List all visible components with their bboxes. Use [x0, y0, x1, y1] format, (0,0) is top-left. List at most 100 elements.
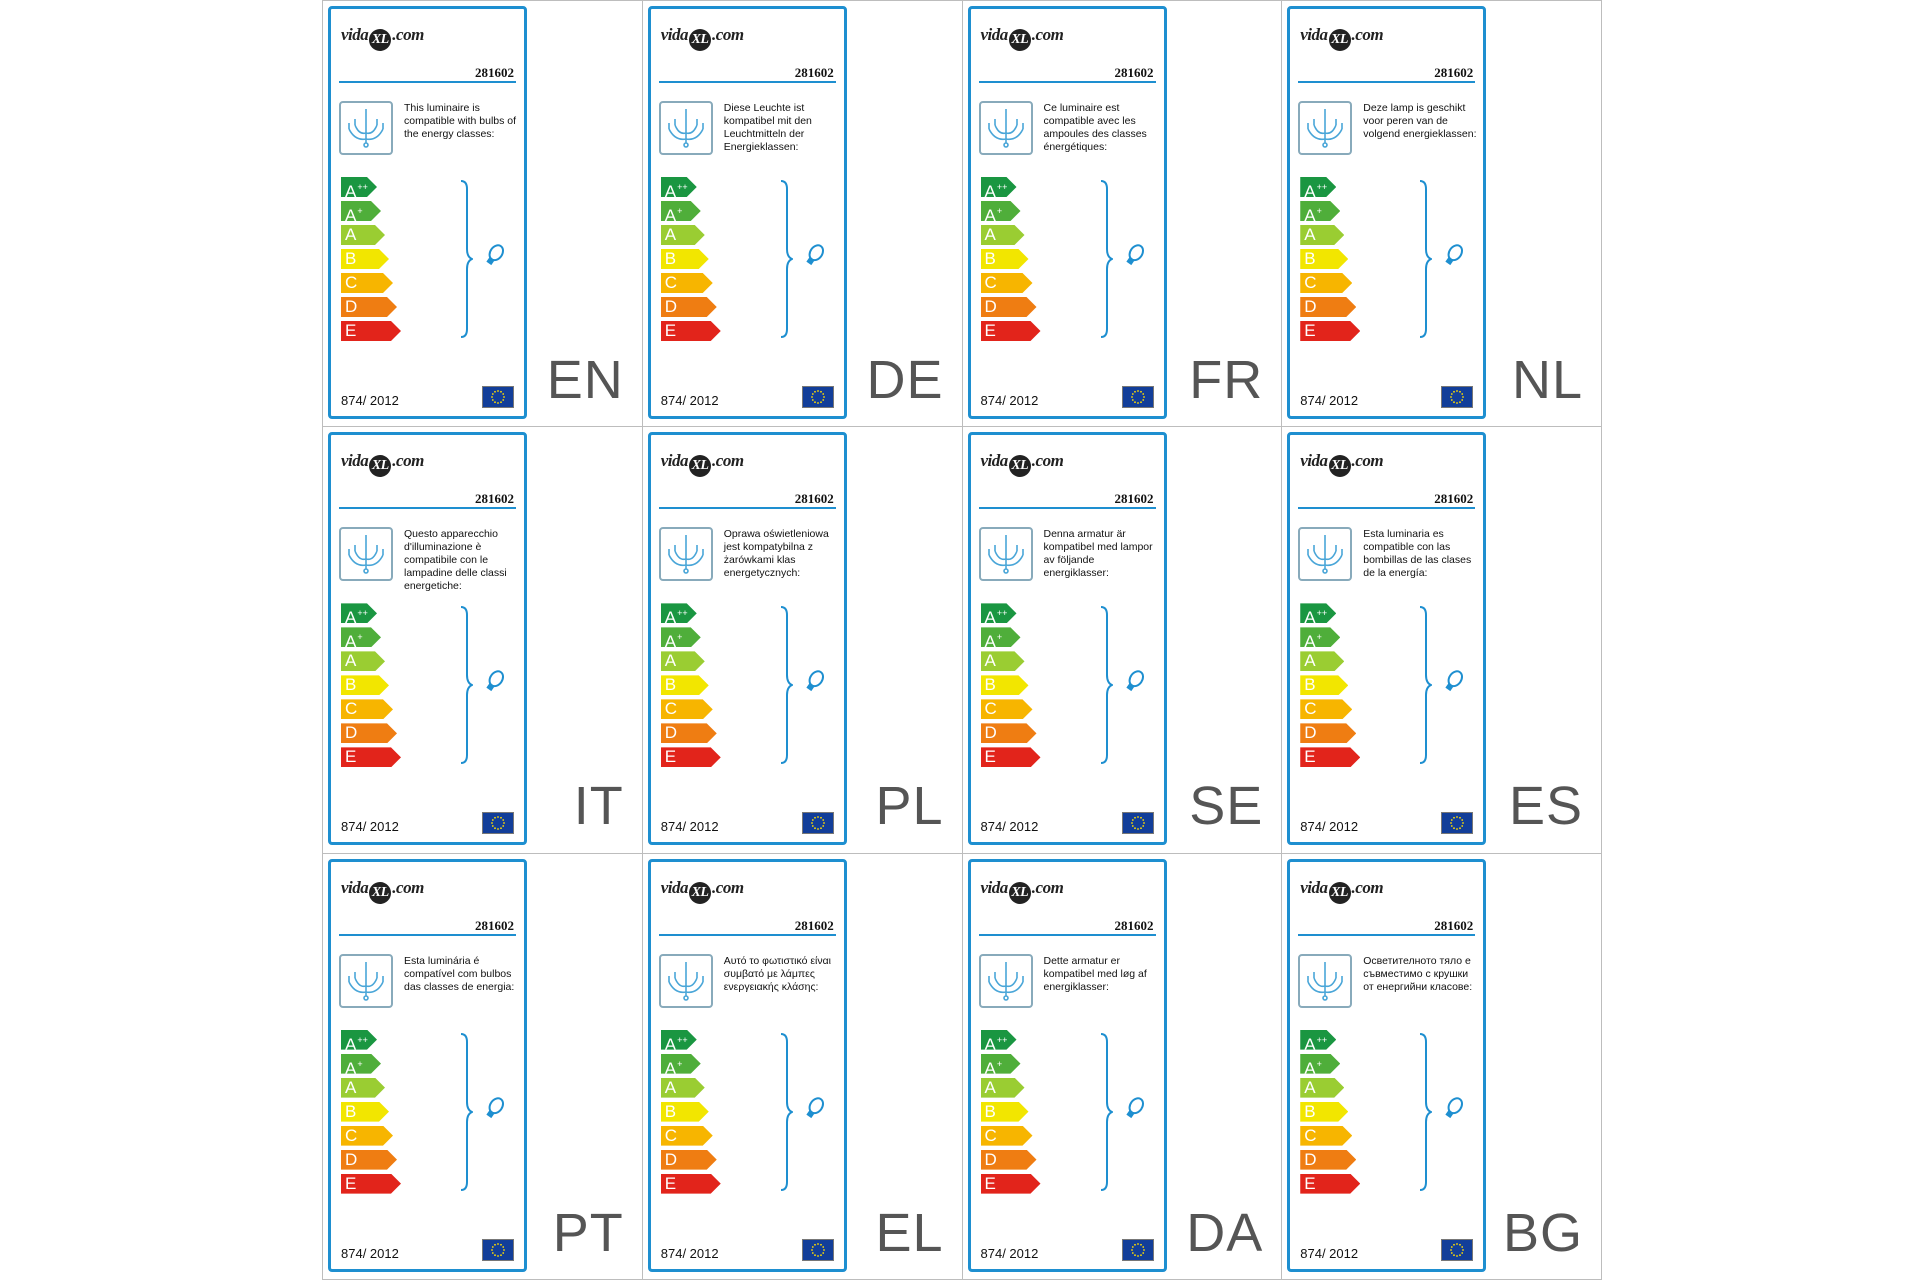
- logo-mark: XL: [1328, 29, 1351, 51]
- brace-icon: [460, 606, 473, 765]
- energy-class-plus: ++: [1316, 608, 1328, 619]
- compatibility-text: Dette armatur er kompatibel med løg af e…: [1043, 954, 1147, 993]
- energy-class-letter: A: [984, 1077, 996, 1097]
- energy-class-letter: E: [664, 1173, 677, 1193]
- energy-class-plus: +: [357, 632, 363, 643]
- energy-label-card: vida XL .com 281602 Deze lamp is geschikt …: [1287, 6, 1487, 419]
- product-code: 281602: [794, 65, 834, 80]
- energy-class-arrow: A++: [341, 177, 377, 197]
- logo-prefix: vida: [660, 451, 689, 471]
- bulb-icon: [1445, 1096, 1464, 1118]
- language-code: DA: [1186, 1202, 1264, 1263]
- logo-mark: XL: [689, 455, 712, 478]
- logo-mark: XL: [689, 881, 712, 904]
- label-cell-el: vida XL .com 281602 Αυτό το φωτιστικό είνα…: [642, 853, 963, 1280]
- energy-class-letter: C: [1304, 273, 1317, 292]
- vidaxl-logo: vida XL .com: [661, 878, 744, 904]
- language-code: BG: [1502, 1202, 1583, 1263]
- energy-class-letter: E: [1304, 321, 1316, 340]
- energy-class-letter: C: [664, 1125, 678, 1145]
- eu-flag-icon: [1121, 386, 1154, 408]
- energy-class-letter: A: [345, 1077, 357, 1097]
- energy-class-plus: ++: [677, 1034, 688, 1045]
- energy-class-arrow: C: [661, 1126, 713, 1146]
- energy-label-card: vida XL .com 281602 Esta luminária é compa…: [328, 858, 527, 1272]
- energy-class-arrow: A: [981, 225, 1025, 245]
- logo-suffix: .com: [712, 451, 744, 471]
- energy-class-letter: A: [984, 206, 996, 225]
- bulb-icon: [1445, 244, 1464, 266]
- divider: [339, 507, 516, 510]
- logo-suffix: .com: [712, 25, 744, 44]
- chandelier-icon: [978, 527, 1033, 582]
- energy-class-arrow: D: [661, 1150, 717, 1170]
- vidaxl-logo: vida XL .com: [1300, 25, 1384, 51]
- energy-class-arrow: B: [341, 249, 389, 269]
- energy-class-plus: ++: [677, 608, 688, 619]
- energy-class-letter: A: [984, 1034, 996, 1054]
- energy-class-arrow: A+: [341, 201, 381, 221]
- eu-flag-icon: [482, 1238, 514, 1261]
- energy-class-letter: E: [1304, 747, 1316, 767]
- energy-class-plus: +: [677, 1058, 683, 1069]
- energy-class-letter: A: [1304, 1034, 1316, 1054]
- energy-label-card: vida XL .com 281602 Αυτό το φωτιστικό είνα…: [647, 858, 847, 1272]
- energy-label-card: vida XL .com 281602 Осветителното тяло е с…: [1287, 858, 1487, 1272]
- label-cell-pl: vida XL .com 281602 Oprawa oświetleniowa j…: [642, 427, 963, 854]
- energy-class-letter: A: [1304, 1077, 1316, 1097]
- label-cell-fr: vida XL .com 281602 Ce luminaire est compa…: [962, 1, 1283, 428]
- brace-icon: [780, 180, 793, 338]
- energy-class-arrow: A++: [661, 177, 697, 197]
- regulation-number: 874/ 2012: [341, 819, 399, 835]
- energy-class-letter: A: [1304, 1058, 1316, 1078]
- energy-class-letter: D: [1304, 297, 1317, 316]
- energy-class-arrow: A+: [661, 627, 701, 647]
- language-code: IT: [573, 776, 624, 837]
- label-cell-se: vida XL .com 281602 Denna armatur är kompa…: [962, 427, 1283, 854]
- logo-prefix: vida: [980, 451, 1009, 471]
- energy-class-arrow: C: [1300, 699, 1352, 719]
- chandelier-icon: [658, 527, 713, 582]
- eu-flag-icon: [1441, 386, 1474, 408]
- energy-class-arrow: D: [341, 1150, 397, 1170]
- label-cell-bg: vida XL .com 281602 Осветителното тяло е с…: [1282, 853, 1602, 1280]
- energy-class-letter: A: [1304, 608, 1316, 628]
- logo-prefix: vida: [660, 25, 689, 44]
- energy-class-letter: B: [984, 249, 996, 268]
- bulb-icon: [486, 670, 505, 692]
- energy-class-scale: A++ A+ A B C D E: [981, 1030, 1041, 1198]
- energy-class-arrow: C: [981, 699, 1033, 719]
- compatibility-text: This luminaire is compatible with bulbs …: [404, 102, 517, 140]
- energy-class-scale: A++ A+ A B C D E: [1300, 177, 1360, 345]
- vidaxl-logo: vida XL .com: [1300, 451, 1384, 478]
- energy-class-arrow: A+: [981, 1054, 1021, 1074]
- eu-flag-icon: [482, 812, 514, 835]
- logo-mark: XL: [1008, 881, 1031, 904]
- product-code: 281602: [475, 65, 514, 80]
- energy-class-letter: C: [664, 273, 678, 292]
- energy-class-letter: C: [664, 699, 678, 719]
- energy-class-scale: A++ A+ A B C D E: [981, 603, 1041, 771]
- regulation-number: 874/ 2012: [341, 1245, 399, 1261]
- chandelier-icon: [339, 101, 393, 155]
- compatibility-text: Ce luminaire est compatible avec les amp…: [1043, 102, 1147, 153]
- energy-label-card: vida XL .com 281602 Ce luminaire est compa…: [967, 6, 1167, 419]
- logo-prefix: vida: [341, 451, 369, 471]
- energy-class-letter: B: [1304, 675, 1316, 695]
- energy-class-arrow: E: [1300, 747, 1360, 767]
- energy-class-letter: B: [1304, 1101, 1316, 1121]
- energy-class-letter: D: [984, 723, 997, 743]
- energy-class-arrow: E: [1300, 1174, 1360, 1194]
- energy-class-letter: D: [345, 723, 358, 743]
- divider: [1298, 507, 1476, 510]
- energy-class-letter: B: [664, 249, 677, 268]
- energy-class-arrow: C: [661, 273, 713, 293]
- energy-class-arrow: A: [341, 651, 385, 671]
- energy-class-arrow: A: [341, 225, 385, 245]
- compatibility-text: Denna armatur är kompatibel med lampor a…: [1043, 528, 1153, 580]
- logo-suffix: .com: [1351, 25, 1384, 44]
- logo-suffix: .com: [712, 877, 744, 897]
- energy-class-letter: A: [984, 225, 996, 244]
- energy-class-arrow: A++: [981, 177, 1017, 197]
- energy-class-letter: A: [664, 651, 677, 671]
